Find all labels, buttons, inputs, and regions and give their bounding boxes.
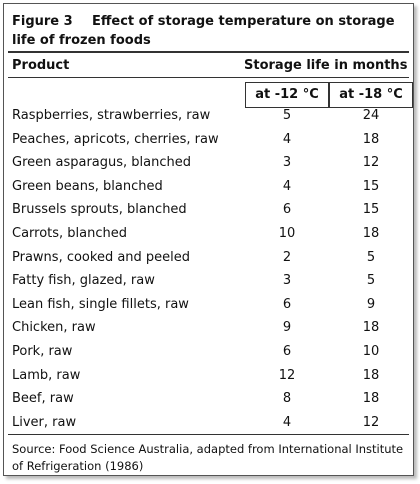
product-cell: Brussels sprouts, blanched [12,202,187,218]
product-cell: Lamb, raw [12,367,81,383]
product-cell: Carrots, blanched [12,226,128,241]
value-cell: 4 [282,131,292,147]
value-cell: 6 [282,202,292,218]
value-cell: 15 [362,178,380,194]
value-cell: 5 [366,273,376,289]
product-cell: Prawns, cooked and peeled [12,249,191,265]
value-cell: 18 [362,320,380,336]
rule [8,51,409,53]
value-cell: 2 [282,249,292,265]
value-cell: 3 [282,155,292,171]
value-cell: 6 [282,344,292,359]
value-cell: 15 [362,202,380,218]
value-cell: 6 [282,296,292,312]
value-cell: 5 [282,108,292,123]
value-cell: 18 [362,367,380,383]
column-group-header: Storage life in months [244,58,408,73]
product-cell: Chicken, raw [12,320,96,336]
column-subheader: at -12 °C [245,82,329,108]
product-cell: Fatty fish, glazed, raw [12,273,155,289]
value-cell: 5 [366,249,376,265]
column-header: Product [12,58,70,73]
figure-frame: Figure 3 Effect of storage temperature on… [3,3,414,476]
value-cell: 10 [278,226,296,241]
product-cell: Green beans, blanched [12,178,163,194]
product-cell: Liver, raw [12,414,77,430]
source-note: Source: Food Science Australia, adapted … [12,442,404,473]
product-cell: Raspberries, strawberries, raw [12,108,211,123]
product-cell: Lean fish, single fillets, raw [12,296,189,312]
product-cell: Peaches, apricots, cherries, raw [12,131,219,147]
figure-heading: Figure 3 Effect of storage temperature on… [12,12,407,50]
value-cell: 12 [362,414,380,430]
value-cell: 10 [362,344,380,359]
value-cell: 4 [282,178,292,194]
column-subheader: at -18 °C [329,82,413,108]
product-cell: Beef, raw [12,391,74,407]
product-cell: Pork, raw [12,344,73,359]
value-cell: 4 [282,414,292,430]
product-cell: Green asparagus, blanched [12,155,192,171]
rule [8,77,409,78]
figure-label: Figure 3 [12,14,73,29]
value-cell: 9 [366,296,376,312]
figure-title: Effect of storage temperature on storage… [12,14,395,48]
value-cell: 18 [362,226,380,241]
value-cell: 8 [282,391,292,407]
value-cell: 12 [278,367,296,383]
value-cell: 9 [282,320,292,336]
value-cell: 12 [362,155,380,171]
value-cell: 18 [362,131,380,147]
rule [8,434,409,435]
value-cell: 18 [362,391,380,407]
value-cell: 24 [362,108,380,123]
value-cell: 3 [282,273,292,289]
